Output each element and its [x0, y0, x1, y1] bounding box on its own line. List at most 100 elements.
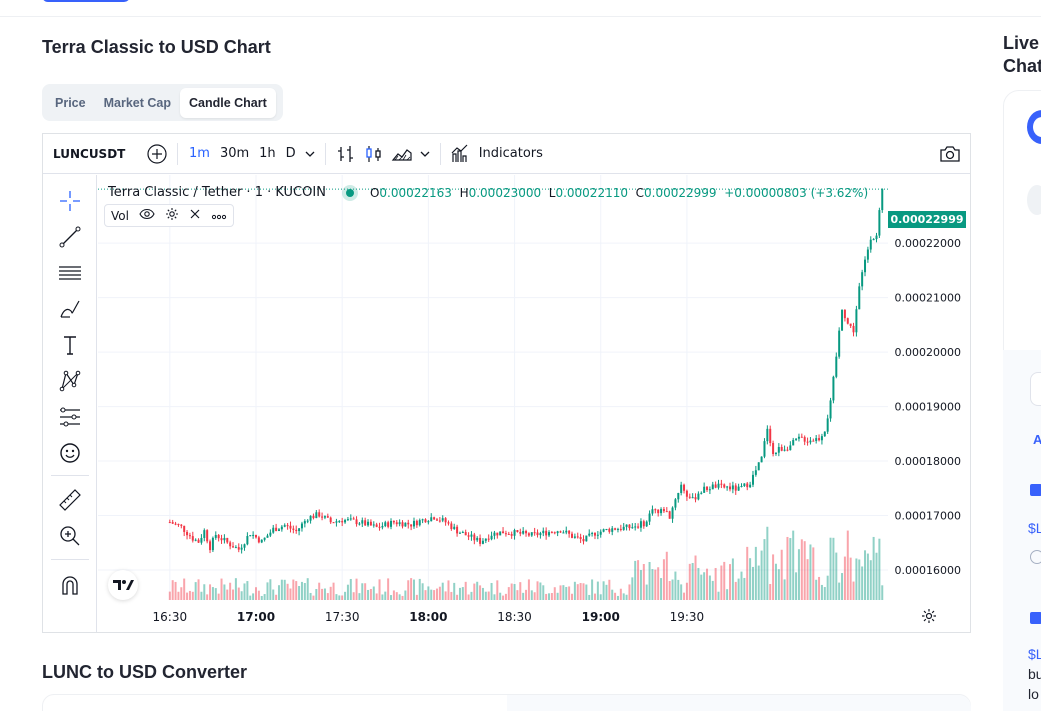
brush-icon[interactable] — [55, 294, 85, 324]
indicators-icon[interactable] — [450, 142, 472, 166]
candle-body — [525, 531, 528, 534]
comment-icon[interactable] — [1030, 550, 1041, 564]
chart-pane[interactable]: 0.00022000 0.00021000 0.00020000 0.00019000… — [98, 175, 970, 632]
converter-output[interactable] — [507, 695, 971, 711]
volume-bar — [864, 550, 867, 600]
camera-icon[interactable] — [938, 142, 962, 166]
volume-bar — [487, 591, 490, 600]
magnet-icon[interactable] — [55, 571, 85, 601]
volume-bar — [479, 585, 482, 600]
timeframe-30m[interactable]: 30m — [219, 146, 250, 161]
pattern-icon[interactable] — [55, 366, 85, 396]
volume-bar — [760, 550, 763, 600]
indicators-button[interactable]: Indicators — [478, 146, 543, 161]
chat-ticker-link[interactable]: $L — [1028, 520, 1041, 536]
volume-bar — [200, 591, 203, 600]
candle-body — [234, 547, 237, 549]
timeframe-d[interactable]: D — [285, 146, 296, 161]
ohlc-values: O0.00022163 H0.00023000 L0.00022110 C0.0… — [369, 185, 869, 200]
candle-body — [174, 523, 177, 525]
candle-body — [694, 497, 697, 500]
candle-body — [751, 474, 754, 485]
prediction-icon[interactable] — [55, 402, 85, 432]
candle-body — [746, 483, 749, 488]
close-icon[interactable] — [189, 208, 201, 223]
volume-legend[interactable]: Vol — [104, 204, 234, 227]
volume-bar — [573, 581, 576, 600]
ruler-icon[interactable] — [55, 485, 85, 515]
volume-bar — [726, 589, 729, 600]
volume-bar — [616, 595, 619, 600]
horizontal-lines-icon[interactable] — [55, 258, 85, 288]
y-tick-label: 0.00022000 — [895, 237, 961, 250]
candle-body — [194, 539, 197, 541]
volume-bar — [674, 571, 677, 600]
volume-bar — [321, 588, 324, 600]
candle-chart[interactable]: 0.00022000 0.00021000 0.00020000 0.00019000… — [98, 175, 970, 632]
volume-bar — [257, 590, 260, 600]
candle-body — [384, 522, 387, 527]
candle-body — [418, 520, 421, 526]
trend-line-icon[interactable] — [55, 222, 85, 252]
tab-price[interactable]: Price — [55, 95, 86, 110]
emoji-icon[interactable] — [55, 438, 85, 468]
symbol-search[interactable]: LUNCUSDT — [53, 146, 126, 161]
volume-bar — [703, 572, 706, 600]
volume-bar — [815, 579, 818, 600]
volume-bar — [751, 566, 754, 600]
candle-body — [881, 189, 884, 211]
zoom-in-icon[interactable] — [55, 521, 85, 551]
volume-bar — [504, 593, 507, 600]
candles-style-icon[interactable] — [363, 142, 385, 166]
volume-bar — [309, 592, 312, 600]
chevron-down-icon[interactable] — [419, 142, 431, 166]
text-tool-icon[interactable] — [55, 330, 85, 360]
area-style-icon[interactable] — [391, 142, 413, 166]
volume-bar — [829, 537, 832, 600]
volume-bar — [688, 563, 691, 600]
volume-bar — [255, 587, 257, 600]
header-button-edge[interactable] — [42, 0, 130, 2]
candle-body — [737, 486, 740, 491]
candle-body — [188, 535, 191, 537]
candle-body — [631, 527, 634, 529]
candle-body — [217, 535, 220, 539]
timeframe-1h[interactable]: 1h — [259, 146, 276, 161]
settings-gear-icon[interactable] — [921, 608, 937, 629]
candle-body — [849, 323, 852, 326]
bars-style-icon[interactable] — [335, 142, 357, 166]
timeframe-1m[interactable]: 1m — [189, 146, 210, 161]
chat-input[interactable] — [1030, 372, 1041, 406]
candle-body — [789, 445, 792, 451]
candle-body — [565, 530, 568, 533]
candle-body — [180, 524, 183, 526]
volume-bar — [550, 593, 553, 600]
candle-body — [711, 484, 714, 490]
chat-ticker-link[interactable]: $L — [1028, 646, 1041, 662]
candle-body — [404, 522, 407, 527]
candle-body — [329, 517, 332, 523]
chevron-down-icon[interactable] — [304, 142, 316, 166]
more-icon[interactable] — [211, 209, 227, 223]
volume-bar — [797, 549, 800, 600]
compare-plus-icon[interactable] — [146, 142, 168, 166]
tradingview-logo-icon[interactable] — [108, 570, 138, 600]
chat-tab[interactable]: A — [1033, 432, 1041, 447]
tab-market-cap[interactable]: Market Cap — [103, 95, 171, 110]
live-chat-title-line2: Chat — [1003, 56, 1041, 76]
candle-body — [413, 520, 415, 527]
crosshair-icon[interactable] — [55, 186, 85, 216]
eye-icon[interactable] — [139, 208, 155, 223]
volume-bar — [668, 581, 671, 600]
candle-body — [568, 530, 571, 534]
volume-bar — [757, 565, 760, 600]
candle-body — [795, 438, 798, 440]
settings-gear-icon[interactable] — [165, 207, 179, 224]
candle-body — [237, 547, 240, 550]
volume-bar — [593, 593, 596, 600]
candle-body — [378, 526, 381, 528]
candle-body — [441, 518, 444, 521]
candle-body — [542, 530, 545, 534]
candle-body — [593, 533, 596, 536]
tab-candle-chart[interactable]: Candle Chart — [179, 87, 276, 118]
